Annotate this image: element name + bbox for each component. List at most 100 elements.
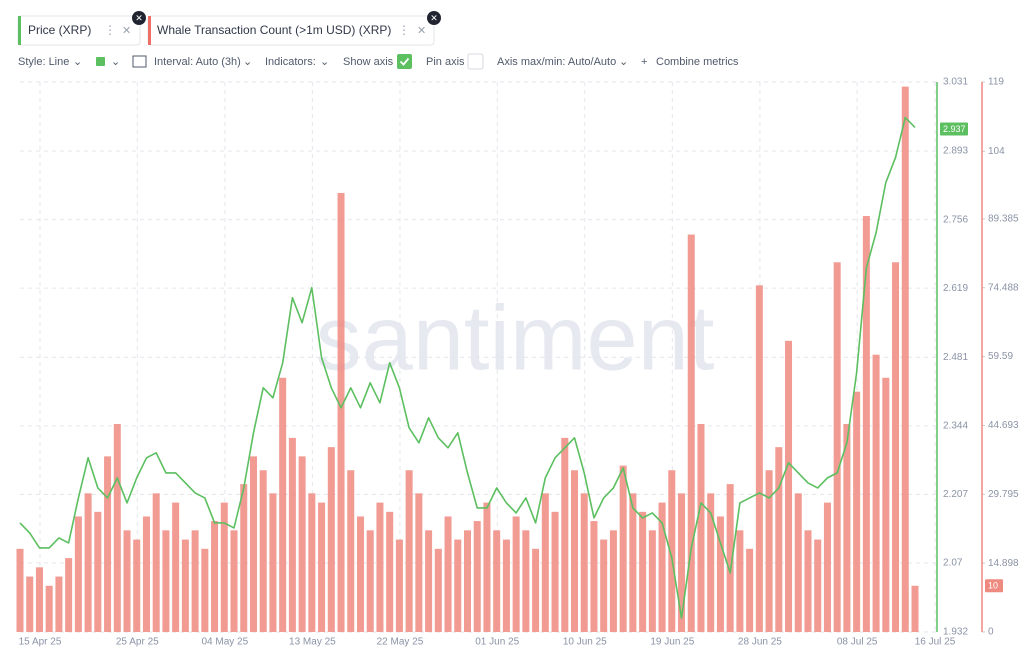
pin-axis-checkbox[interactable] [467, 53, 484, 70]
axis-maxmin-select[interactable]: Axis max/min: Auto/Auto [497, 56, 616, 68]
chevron: ⌄ [111, 56, 120, 68]
remove-button [132, 11, 146, 25]
bar [327, 447, 335, 632]
bar [502, 539, 510, 632]
y-tick-label: 2.893 [943, 146, 968, 157]
bar [814, 539, 822, 632]
bar [376, 502, 384, 632]
bar [590, 521, 598, 632]
bar [853, 391, 861, 632]
current-value-label: 10 [988, 581, 998, 591]
check-icon [399, 57, 410, 66]
plot-area: 1.932 2.07 2.207 2.344 2.481 2.619 2.756 2.893 3… [16, 77, 1019, 648]
bar [123, 530, 131, 632]
y2-tick-label: 29.795 [988, 489, 1019, 500]
bar [532, 548, 540, 632]
bar [454, 539, 462, 632]
tab-label: Price (XRP) [28, 23, 91, 37]
bar [580, 493, 588, 632]
bar [512, 516, 520, 632]
x-tick-label: 16 Jul 25 [915, 637, 956, 648]
remove-icon: ✕ [135, 13, 143, 23]
plus-icon: + [641, 56, 647, 68]
bar [288, 437, 296, 632]
bar [162, 530, 170, 632]
bar [493, 530, 501, 632]
bar [483, 502, 491, 632]
bar [425, 530, 433, 632]
current-value-box [985, 579, 1003, 593]
indicators-select[interactable]: Indicators: [265, 56, 316, 68]
bar [833, 262, 841, 632]
chevron: ⌄ [243, 56, 252, 68]
show-axis-label: Show axis [343, 56, 394, 68]
bar [113, 424, 121, 632]
bar [678, 493, 686, 632]
bar [629, 493, 637, 632]
bar [444, 516, 452, 632]
bar [872, 354, 880, 632]
bar [600, 539, 608, 632]
current-value-label: 2.937 [943, 124, 966, 134]
x-tick-label: 25 Apr 25 [116, 637, 159, 648]
style-select[interactable]: Style: Line [18, 56, 69, 68]
y-tick-label: 2.756 [943, 214, 968, 225]
bar [794, 493, 802, 632]
bar [279, 377, 287, 632]
bar [668, 470, 676, 632]
bar [639, 511, 647, 632]
bar [619, 465, 627, 632]
bar [892, 262, 900, 632]
bar [755, 285, 763, 632]
bar [356, 516, 364, 632]
y2-tick-label: 119 [988, 77, 1004, 88]
price-line [19, 116, 916, 619]
bar [84, 493, 92, 632]
x-tick-label: 10 Jun 25 [563, 637, 607, 648]
bar [716, 516, 724, 632]
y-tick-label: 2.207 [943, 489, 968, 500]
tab-menu: ⋮ [104, 23, 116, 37]
bar [45, 585, 53, 632]
interval-select[interactable]: Interval: Auto (3h) [154, 56, 241, 68]
tab-color [148, 16, 151, 45]
combine-metrics[interactable]: Combine metrics [656, 56, 739, 68]
bar [249, 456, 257, 632]
chevron: ⌄ [73, 56, 82, 68]
bar [337, 192, 345, 632]
bar [746, 548, 754, 632]
bar [201, 548, 209, 632]
bar [434, 548, 442, 632]
bar [220, 502, 228, 632]
y-tick-label: 2.619 [943, 283, 968, 294]
bar [386, 511, 394, 632]
toolbar: Style: Line ⌄ ⌄ Interval: Auto (3h) ⌄ In… [18, 53, 739, 70]
bar [55, 576, 63, 632]
tab-whale[interactable]: Whale Transaction Count (>1m USD) (XRP) … [147, 11, 441, 46]
x-tick-label: 04 May 25 [201, 637, 248, 648]
bar [785, 340, 793, 632]
bar [901, 86, 909, 633]
color-select[interactable] [96, 57, 105, 66]
bar [551, 511, 559, 632]
bar [882, 377, 890, 632]
bar [269, 493, 277, 632]
show-axis-checkbox[interactable] [397, 54, 412, 69]
y2-tick-label: 89.385 [988, 214, 1019, 225]
bar [765, 470, 773, 632]
chevron: ⌄ [619, 56, 628, 68]
bar [687, 234, 695, 633]
tab-price[interactable]: Price (XRP) ⋮ ✕ ✕ [17, 11, 146, 46]
watermark: santiment [316, 287, 715, 389]
y-tick-label: 2.481 [943, 352, 968, 363]
bar [707, 493, 715, 632]
bar [133, 539, 141, 632]
bar [26, 576, 34, 632]
x-tick-label: 13 May 25 [289, 637, 336, 648]
bar [473, 521, 481, 632]
bar [65, 558, 73, 632]
tab-menu: ⋮ [398, 23, 410, 37]
y2-tick-label: 0 [988, 627, 994, 638]
interval-icon [132, 55, 147, 68]
